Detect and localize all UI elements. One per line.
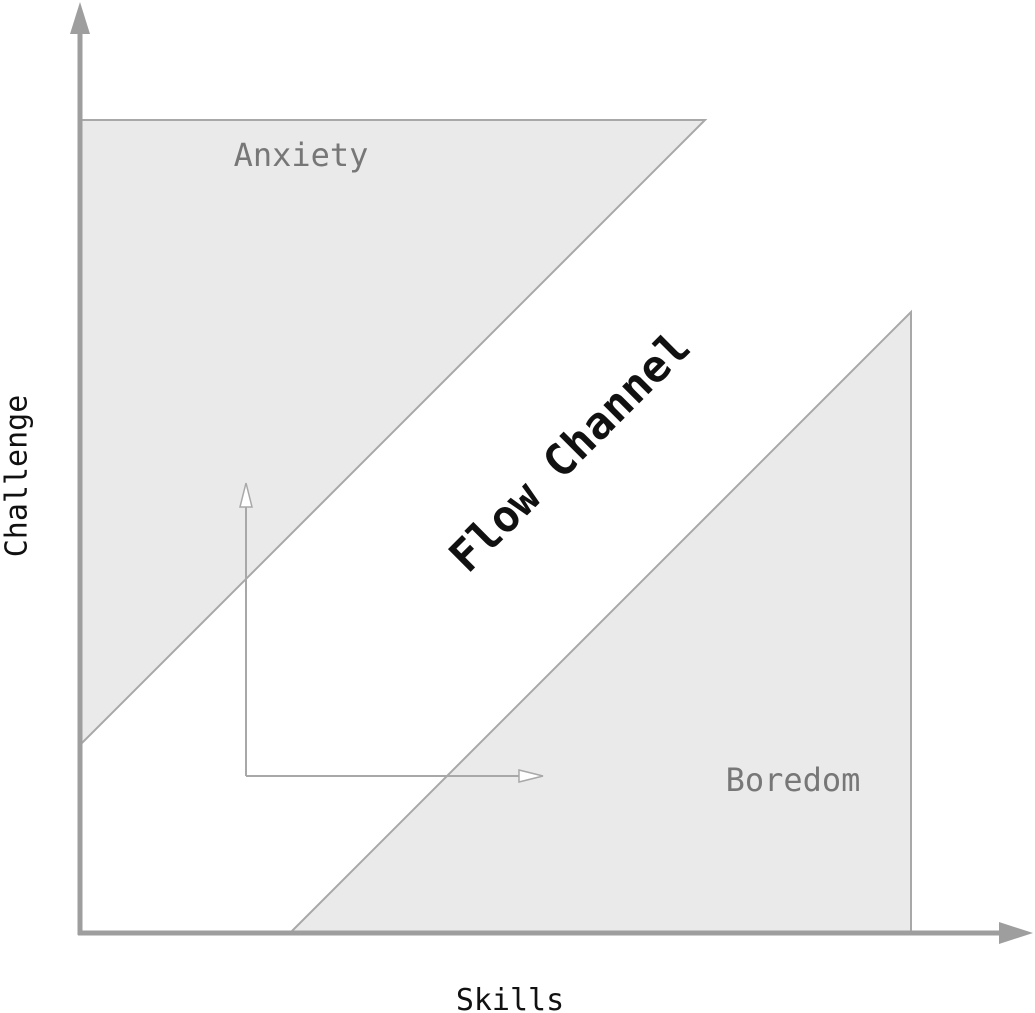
y-axis-label: Challenge	[0, 395, 35, 558]
vertical-guide-arrowhead	[239, 482, 253, 508]
boredom-label: Boredom	[726, 761, 861, 799]
anxiety-label: Anxiety	[234, 136, 369, 174]
x-axis-label: Skills	[456, 983, 564, 1013]
guide-arrows	[239, 482, 544, 783]
x-axis-arrowhead	[999, 922, 1033, 944]
horizontal-guide-arrowhead	[518, 769, 544, 783]
y-axis-arrowhead	[70, 2, 90, 34]
axes	[70, 2, 1033, 944]
flow-channel-label: Flow Channel	[440, 322, 701, 583]
